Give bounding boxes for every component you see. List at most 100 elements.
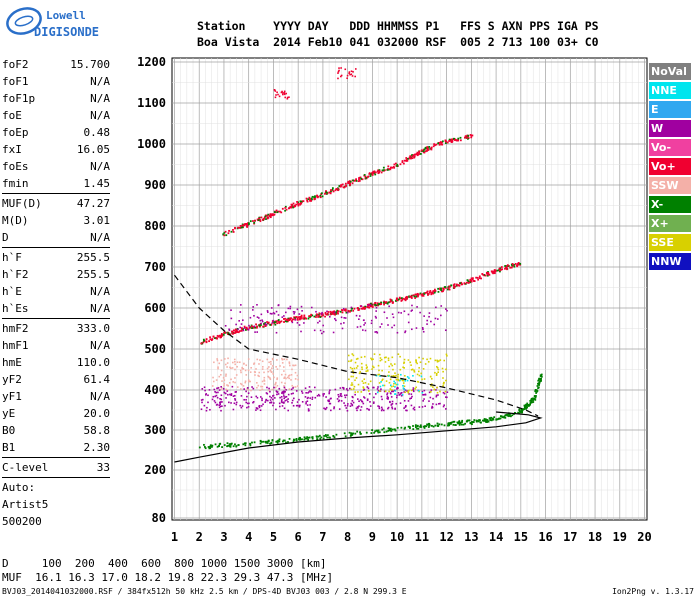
echo-point	[283, 93, 286, 96]
echo-point	[376, 332, 379, 334]
echo-point	[258, 375, 260, 378]
echo-point	[269, 377, 271, 379]
echo-point	[220, 398, 223, 401]
echo-point	[288, 377, 291, 380]
echo-point	[273, 376, 275, 379]
echo-point	[459, 139, 462, 142]
echo-point	[366, 369, 369, 372]
echo-point	[395, 374, 397, 377]
echo-point	[259, 325, 261, 328]
echo-point	[248, 223, 250, 226]
echo-point	[412, 428, 415, 430]
echo-point	[236, 365, 238, 368]
echo-point	[437, 290, 440, 293]
data-marks	[174, 67, 543, 463]
echo-point	[366, 399, 369, 402]
echo-point	[236, 331, 239, 333]
echo-point	[349, 435, 352, 437]
echo-point	[333, 310, 336, 313]
echo-point	[387, 407, 389, 410]
divider	[2, 318, 110, 319]
echo-point	[392, 375, 395, 377]
echo-point	[307, 396, 309, 399]
echo-point	[488, 417, 491, 420]
echo-point	[269, 312, 272, 315]
echo-point	[351, 182, 354, 185]
echo-point	[409, 397, 411, 400]
y-tick-label: 200	[144, 463, 166, 477]
echo-point	[399, 402, 402, 404]
echo-point	[533, 395, 536, 398]
echo-point	[339, 393, 342, 395]
echo-point	[419, 292, 422, 295]
echo-point	[379, 359, 382, 362]
echo-point	[263, 383, 266, 385]
echo-point	[446, 355, 448, 357]
echo-point	[343, 317, 346, 319]
echo-point	[226, 390, 229, 392]
echo-point	[297, 378, 299, 381]
echo-point	[454, 285, 456, 288]
echo-point	[387, 357, 390, 360]
echo-point	[364, 175, 367, 178]
echo-point	[338, 67, 340, 69]
echo-point	[239, 404, 242, 407]
echo-point	[283, 386, 286, 389]
echo-point	[382, 166, 385, 169]
echo-point	[276, 368, 279, 370]
echo-point	[218, 406, 221, 409]
echo-point	[216, 334, 219, 337]
echo-point	[511, 414, 514, 417]
echo-point	[392, 316, 395, 319]
echo-point	[387, 397, 390, 399]
echo-point	[286, 97, 289, 100]
echo-point	[388, 381, 391, 384]
echo-point	[332, 331, 335, 334]
echo-point	[307, 436, 310, 439]
echo-point	[481, 273, 484, 275]
echo-point	[446, 309, 448, 312]
echo-point	[422, 328, 424, 331]
echo-point	[258, 406, 261, 409]
echo-point	[392, 390, 394, 393]
param-value: N/A	[90, 285, 110, 298]
echo-point	[257, 219, 260, 221]
echo-point	[230, 378, 232, 381]
echo-point	[473, 419, 476, 421]
echo-point	[400, 378, 402, 381]
echo-point	[432, 145, 435, 148]
echo-point	[346, 77, 348, 80]
echo-point	[223, 379, 226, 381]
echo-point	[394, 428, 396, 431]
echo-point	[320, 192, 323, 195]
echo-point	[347, 354, 350, 357]
echo-point	[349, 182, 351, 184]
echo-point	[440, 305, 443, 307]
echo-point	[303, 317, 305, 320]
echo-point	[448, 140, 451, 142]
echo-point	[377, 405, 379, 407]
echo-point	[520, 408, 523, 411]
echo-point	[226, 442, 229, 445]
echo-point	[401, 161, 404, 164]
echo-point	[336, 187, 339, 190]
echo-point	[433, 291, 436, 294]
echo-point	[427, 424, 430, 426]
echo-point	[220, 333, 223, 335]
echo-point	[318, 394, 321, 397]
echo-point	[272, 398, 274, 401]
echo-point	[267, 439, 270, 442]
echo-point	[314, 195, 316, 198]
echo-point	[426, 323, 428, 325]
param-row: foF1p N/A	[2, 90, 110, 107]
echo-point	[389, 429, 392, 432]
echo-point	[426, 149, 428, 152]
echo-point	[292, 364, 294, 367]
y-tick-label: 80	[152, 511, 166, 525]
echo-point	[288, 361, 291, 364]
echo-point	[339, 310, 342, 313]
echo-point	[323, 435, 326, 437]
echo-point	[211, 398, 214, 401]
echo-point	[348, 180, 351, 183]
echo-point	[220, 409, 222, 412]
